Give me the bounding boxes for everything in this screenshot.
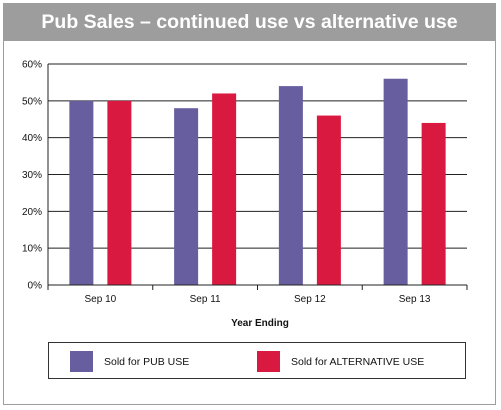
y-tick-label: 30% [22, 170, 42, 181]
legend-swatch-pub-use [70, 351, 93, 372]
tick-labels: 0% 10% 20% 30% 40% 50% 60% Sep 10 Sep 11 Sep 12 Se… [22, 60, 431, 306]
y-tick-label: 60% [22, 60, 42, 71]
bar-pub-use [69, 100, 94, 285]
axes [47, 64, 468, 290]
bar-pub-use [383, 78, 408, 285]
legend: Sold for PUB USE Sold for ALTERNATIVE US… [48, 342, 466, 379]
x-tick-label: Sep 11 [190, 294, 221, 305]
y-tick-label: 20% [22, 207, 42, 218]
x-tick-label: Sep 10 [85, 294, 117, 305]
bars [69, 78, 446, 285]
legend-label-pub-use: Sold for PUB USE [104, 355, 190, 368]
legend-item-pub-use: Sold for PUB USE [70, 351, 189, 372]
legend-swatch-alternative-use [257, 351, 280, 372]
bar-alternative-use [316, 115, 341, 285]
x-tick-label: Sep 12 [294, 294, 326, 305]
x-tick-label: Sep 13 [399, 294, 431, 305]
x-axis-title: Year Ending [231, 318, 289, 329]
bar-pub-use [174, 108, 199, 285]
legend-label-alternative-use: Sold for ALTERNATIVE USE [291, 355, 425, 368]
y-tick-label: 50% [22, 96, 42, 107]
y-tick-label: 10% [22, 244, 42, 255]
legend-item-alternative-use: Sold for ALTERNATIVE USE [257, 351, 424, 372]
bar-alternative-use [212, 93, 237, 285]
bar-pub-use [278, 86, 303, 285]
title-bar: Pub Sales – continued use vs alternative… [4, 4, 495, 41]
y-tick-label: 0% [28, 281, 43, 292]
y-tick-label: 40% [22, 133, 42, 144]
bar-alternative-use [107, 100, 132, 285]
bar-alternative-use [421, 122, 446, 285]
chart-title: Pub Sales – continued use vs alternative… [41, 11, 458, 33]
